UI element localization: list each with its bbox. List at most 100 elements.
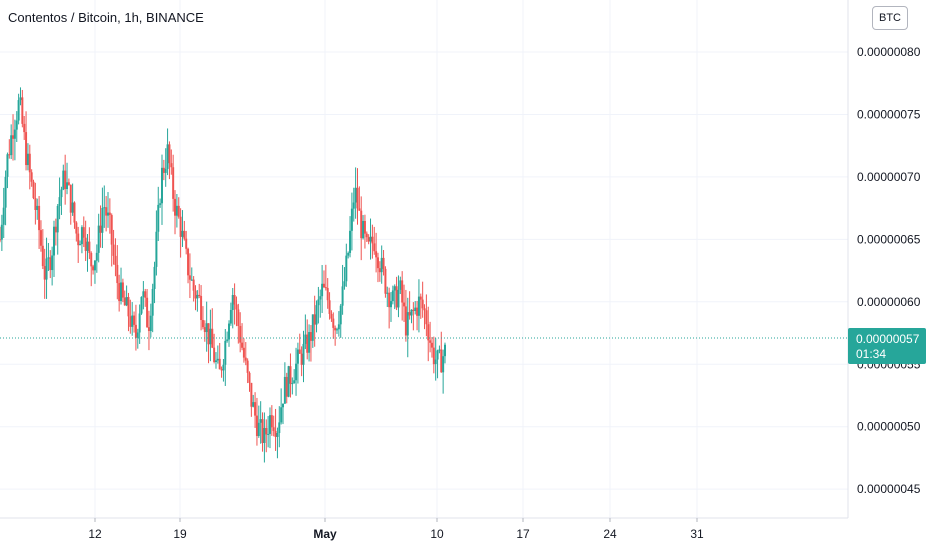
- candle-up: [66, 182, 69, 190]
- candle-up: [319, 296, 322, 300]
- candle-up: [362, 220, 365, 239]
- candle-up: [278, 422, 281, 433]
- candle-down: [233, 295, 236, 305]
- candle-down: [201, 320, 204, 328]
- candle-down: [147, 327, 150, 332]
- candle-up: [438, 349, 441, 351]
- candle-down: [401, 280, 404, 303]
- last-price-tag: 0.00000057 01:34: [848, 328, 926, 364]
- candle-down: [218, 358, 221, 370]
- candle-down: [116, 264, 119, 284]
- candle-down: [25, 132, 28, 166]
- candle-down: [162, 167, 165, 173]
- candle-down: [382, 257, 385, 269]
- candle-up: [95, 252, 98, 261]
- candle-down: [265, 427, 268, 435]
- candle-down: [237, 309, 240, 327]
- candle-down: [179, 216, 182, 237]
- candle-up: [304, 334, 307, 344]
- candle-down: [174, 198, 177, 216]
- candle-up: [280, 407, 283, 423]
- time-tick-label: 31: [690, 527, 704, 541]
- candle-down: [146, 297, 149, 328]
- candle-down: [358, 208, 361, 211]
- candle-down: [28, 153, 31, 173]
- candle-down: [110, 215, 113, 245]
- time-tick-label: 19: [173, 527, 187, 541]
- candle-down: [144, 291, 147, 298]
- candle-up: [267, 433, 270, 435]
- candle-up: [164, 168, 167, 173]
- candle-down: [211, 328, 214, 348]
- candle-down: [207, 323, 210, 345]
- candle-down: [30, 172, 33, 182]
- candle-up: [295, 363, 298, 381]
- candle-down: [404, 306, 407, 336]
- candle-down: [114, 255, 117, 265]
- currency-button[interactable]: BTC: [872, 6, 908, 30]
- candle-down: [270, 415, 273, 428]
- candle-up: [282, 403, 285, 408]
- candle-up: [159, 203, 162, 205]
- candle-down: [241, 342, 244, 348]
- candle-up: [155, 231, 158, 267]
- candle-up: [231, 295, 234, 310]
- candle-up: [80, 227, 83, 245]
- candle-down: [118, 283, 121, 302]
- time-tick-label: 24: [603, 527, 617, 541]
- candle-up: [339, 305, 342, 325]
- candle-up: [293, 380, 296, 384]
- candle-down: [330, 313, 333, 319]
- candle-down: [203, 327, 206, 333]
- candle-down: [274, 430, 277, 437]
- candle-down: [188, 275, 191, 280]
- candle-up: [410, 309, 413, 316]
- candle-up: [62, 170, 65, 190]
- candle-down: [170, 163, 173, 168]
- candle-down: [242, 347, 245, 358]
- candle-up: [205, 323, 208, 333]
- candle-down: [378, 268, 381, 273]
- candle-down: [92, 266, 95, 271]
- candle-up: [336, 329, 339, 331]
- candle-down: [112, 244, 115, 256]
- candle-up: [209, 328, 212, 345]
- candle-down: [69, 184, 72, 213]
- candle-up: [337, 324, 340, 330]
- candle-down: [367, 237, 370, 242]
- candle-up: [252, 402, 255, 407]
- candle-down: [34, 198, 37, 210]
- price-axis[interactable]: 0.00000080 0.00000075 0.00000070 0.00000065…: [857, 45, 921, 496]
- candle-up: [71, 202, 74, 213]
- candle-down: [185, 238, 188, 249]
- candle-down: [328, 300, 331, 314]
- candle-up: [26, 153, 29, 166]
- candle-up: [51, 255, 54, 271]
- candle-down: [0, 239, 1, 241]
- candle-down: [384, 268, 387, 294]
- candle-down: [416, 307, 419, 316]
- time-tick-label: May: [313, 527, 337, 541]
- candle-down: [309, 332, 312, 341]
- candle-down: [419, 296, 422, 300]
- candle-up: [131, 315, 134, 327]
- candle-up: [52, 226, 55, 256]
- candle-up: [196, 294, 199, 299]
- candle-down: [272, 427, 275, 431]
- candle-down: [360, 210, 363, 239]
- candle-up: [345, 255, 348, 282]
- candle-up: [136, 332, 139, 338]
- price-tick-label: 0.00000065: [857, 232, 921, 246]
- candle-up: [160, 167, 163, 204]
- candle-down: [363, 220, 366, 234]
- price-tick-label: 0.00000070: [857, 170, 921, 184]
- time-axis[interactable]: 12 19 May 10 17 24 31: [88, 518, 704, 541]
- candle-down: [8, 154, 11, 156]
- candle-down: [254, 402, 257, 416]
- candle-down: [127, 297, 130, 317]
- candle-down: [108, 212, 111, 216]
- candle-down: [332, 318, 335, 328]
- candle-up: [79, 244, 82, 246]
- candles: [0, 87, 446, 463]
